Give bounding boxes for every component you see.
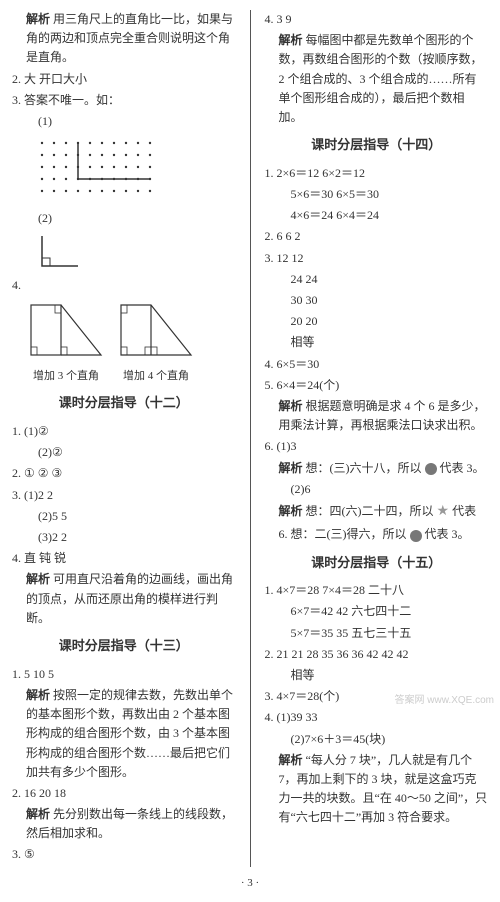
s12-3b: (2)5 5: [12, 507, 236, 526]
s12-1: 1. (1)②: [12, 422, 236, 441]
analysis-text-a: 想：(三)六十八，所以: [306, 461, 422, 475]
analysis-label: 解析: [26, 688, 50, 702]
s14-1c: 4×6＝24 6×4＝24: [265, 206, 489, 225]
circle-icon: [425, 463, 437, 475]
analysis-text: 先分别数出每一条线上的线段数，然后相加求和。: [26, 807, 233, 840]
s15-2: 2. 21 21 28 35 36 36 42 42 42: [265, 645, 489, 664]
s14-5: 5. 6×4＝24(个): [265, 376, 489, 395]
analysis-text-b: 代表 3。: [440, 461, 485, 475]
s14-5-anal: 解析 根据题意明确是求 4 个 6 是多少，用乘法计算，再根据乘法口诀求出积。: [265, 397, 489, 435]
section-15-title: 课时分层指导（十五）: [265, 553, 489, 574]
item-4: 4.: [12, 276, 236, 295]
s14-6-2-anal2: 6. 想：二(三)得六，所以 代表 3。: [265, 525, 489, 544]
s14-3: 3. 12 12: [265, 249, 489, 268]
r4-anal: 解析 每幅图中都是先数单个图形的个数，再数组合图形的个数（按顺序数，2 个组合成…: [265, 31, 489, 127]
left-column: 解析 用三角尺上的直角比一比，如果与角的两边和顶点完全重合则说明这个角是直角。 …: [12, 10, 236, 867]
circle-icon: [410, 530, 422, 542]
s15-1c: 5×7＝35 35 五七三十五: [265, 624, 489, 643]
analysis-text: “每人分 7 块”，几人就是有几个 7，再加上剩下的 3 块，就是这盒巧克力一共…: [279, 753, 488, 825]
item-4-figures: 增加 3 个直角 增加 4 个直角: [26, 300, 236, 386]
shape-1-caption: 增加 3 个直角: [26, 368, 106, 386]
s14-6-2-anal: 解析 想：四(六)二十四，所以 ★ 代表: [265, 501, 489, 523]
analysis-label: 解析: [279, 399, 303, 413]
s12-4-anal: 解析 可用直尺沿着角的边画线，画出角的顶点，从而还原出角的模样进行判断。: [12, 570, 236, 628]
s15-4b: (2)7×6＋3＝45(块): [265, 730, 489, 749]
item-3: 3. 答案不唯一。如：: [12, 91, 236, 110]
s13-1-anal: 解析 按照一定的规律去数，先数出单个的基本图形个数，再数出由 2 个基本图形构成…: [12, 686, 236, 782]
analysis-label: 解析: [26, 807, 50, 821]
s13-1: 1. 5 10 5: [12, 665, 236, 684]
section-13-title: 课时分层指导（十三）: [12, 636, 236, 657]
s15-2b: 相等: [265, 666, 489, 685]
sub-3-2: (2): [12, 209, 236, 228]
s12-4: 4. 直 钝 锐: [12, 549, 236, 568]
s12-1b: (2)②: [12, 443, 236, 462]
analysis-text: 每幅图中都是先数单个图形的个数，再数组合图形的个数（按顺序数，2 个组合成的、3…: [279, 33, 483, 124]
s12-3: 3. (1)2 2: [12, 486, 236, 505]
s12-3c: (3)2 2: [12, 528, 236, 547]
analysis-text-b: 代表: [452, 504, 476, 518]
page-number: · 3 ·: [12, 875, 488, 893]
analysis-text-d: 代表 3。: [425, 527, 470, 541]
watermark: 答案网 www.XQE.com: [395, 693, 494, 709]
s15-4: 4. (1)39 33: [265, 708, 489, 727]
s14-1b: 5×6＝30 6×5＝30: [265, 185, 489, 204]
s14-4: 4. 6×5＝30: [265, 355, 489, 374]
s14-6-anal: 解析 想：(三)六十八，所以 代表 3。: [265, 459, 489, 478]
analysis-block: 解析 用三角尺上的直角比一比，如果与角的两边和顶点完全重合则说明这个角是直角。: [12, 10, 236, 68]
analysis-label: 解析: [26, 572, 50, 586]
s14-2: 2. 6 6 2: [265, 227, 489, 246]
s14-3e: 相等: [265, 333, 489, 352]
analysis-label: 解析: [279, 753, 303, 767]
analysis-text-a: 想：四(六)二十四，所以: [306, 504, 434, 518]
s15-1b: 6×7＝42 42 六七四十二: [265, 602, 489, 621]
analysis-text-c: 6. 想：二(三)得六，所以: [279, 527, 407, 541]
column-divider: [250, 10, 251, 867]
s14-3c: 30 30: [265, 291, 489, 310]
s13-3: 3. ⑤: [12, 845, 236, 864]
analysis-label: 解析: [279, 33, 303, 47]
analysis-text: 按照一定的规律去数，先数出单个的基本图形个数，再数出由 2 个基本图形构成的组合…: [26, 688, 233, 779]
s14-1a: 1. 2×6＝12 6×2＝12: [265, 164, 489, 183]
shape-2: [116, 300, 196, 360]
s12-2: 2. ① ② ③: [12, 464, 236, 483]
s13-2: 2. 16 20 18: [12, 784, 236, 803]
star-icon: ★: [437, 501, 450, 523]
analysis-label: 解析: [26, 12, 50, 26]
shape-2-caption: 增加 4 个直角: [116, 368, 196, 386]
s15-1a: 1. 4×7＝28 7×4＝28 二十八: [265, 581, 489, 600]
dot-grid-figure: [34, 135, 164, 205]
s13-2-anal: 解析 先分别数出每一条线上的线段数，然后相加求和。: [12, 805, 236, 843]
analysis-text: 用三角尺上的直角比一比，如果与角的两边和顶点完全重合则说明这个角是直角。: [26, 12, 233, 64]
right-column: 4. 3 9 解析 每幅图中都是先数单个图形的个数，再数组合图形的个数（按顺序数…: [265, 10, 489, 867]
s14-6-2: (2)6: [265, 480, 489, 499]
s14-6: 6. (1)3: [265, 437, 489, 456]
section-12-title: 课时分层指导（十二）: [12, 393, 236, 414]
sub-3-1: (1): [12, 112, 236, 131]
s14-3d: 20 20: [265, 312, 489, 331]
s14-3b: 24 24: [265, 270, 489, 289]
analysis-label: 解析: [279, 504, 303, 518]
analysis-text: 可用直尺沿着角的边画线，画出角的顶点，从而还原出角的模样进行判断。: [26, 572, 233, 624]
analysis-text: 根据题意明确是求 4 个 6 是多少，用乘法计算，再根据乘法口诀求出积。: [279, 399, 486, 432]
s15-4-anal: 解析 “每人分 7 块”，几人就是有几个 7，再加上剩下的 3 块，就是这盒巧克…: [265, 751, 489, 828]
section-14-title: 课时分层指导（十四）: [265, 135, 489, 156]
item-2: 2. 大 开口大小: [12, 70, 236, 89]
right-angle-figure: [34, 232, 84, 272]
r4: 4. 3 9: [265, 10, 489, 29]
analysis-label: 解析: [279, 461, 303, 475]
shape-1: [26, 300, 106, 360]
